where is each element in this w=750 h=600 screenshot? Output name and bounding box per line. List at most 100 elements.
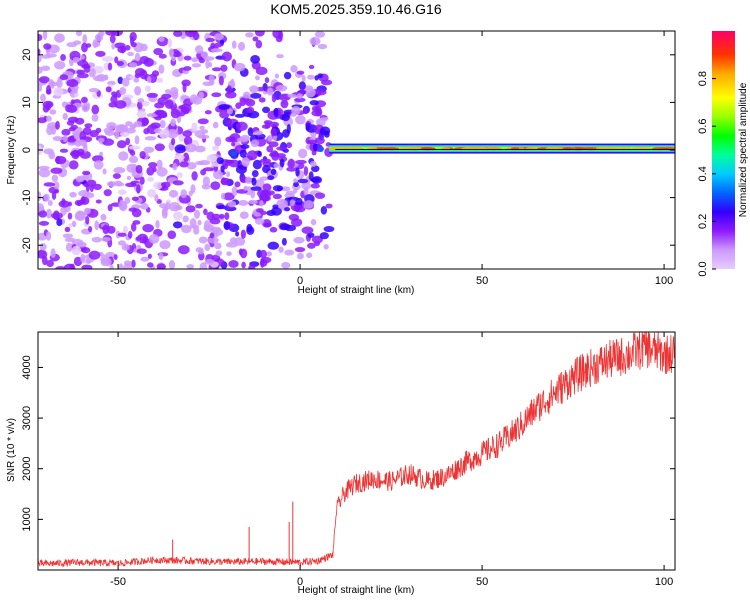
heatmap-cell [38,84,43,92]
heatmap-cell [95,199,102,204]
heatmap-cell [210,48,223,53]
heatmap-cell [313,240,321,247]
heatmap-cell [231,141,236,147]
heatmap-cell [38,117,48,124]
heatmap-cell [230,78,235,88]
heatmap-y-tick-label: -20 [21,237,33,253]
heatmap-cell [246,223,253,233]
heatmap-cell [143,146,155,153]
heatmap-cell [147,262,154,268]
heatmap-cell [146,75,152,84]
heatmap-cell [116,60,124,66]
heatmap-cell [284,207,291,212]
heatmap-cell [267,175,275,181]
heatmap-cell [227,200,237,208]
heatmap-cell [167,38,173,48]
heatmap-cell [256,208,264,213]
heatmap-cell [284,249,295,256]
heatmap-x-tick-label: 0 [297,275,303,287]
heatmap-cell [264,121,270,129]
heatmap-cell [250,189,256,199]
heatmap-cell [139,151,146,159]
heatmap-cell [310,219,317,226]
heatmap-cell [137,98,145,103]
heatmap-cell [180,189,188,199]
heatmap-cell [39,243,47,251]
heatmap-cell [323,225,335,233]
heatmap-cell [204,258,215,266]
heatmap-cell [309,36,321,46]
heatmap-cell [314,89,327,96]
heatmap-cell [147,188,157,198]
heatmap-cell [71,87,79,94]
heatmap-panel: -50 0 50 100 -20 -10 0 10 20 Height of straight… [6,30,676,296]
heatmap-cell [67,116,79,123]
heatmap-cell [81,42,88,53]
heatmap-cell [191,171,198,181]
heatmap-cell [111,42,116,50]
heatmap-cell [59,74,69,81]
heatmap-cell [216,205,228,210]
heatmap-x-tick-label: 100 [655,275,673,287]
heatmap-cell [125,121,133,127]
heatmap-cell [105,86,112,93]
heatmap-cell [264,77,270,84]
heatmap-cell [250,54,261,64]
heatmap-cell [142,224,154,233]
heatmap-cell [110,95,118,104]
heatmap-cell [234,113,245,118]
heatmap-cell [308,64,315,70]
heatmap-cell [282,129,290,138]
heatmap-cell [280,99,289,109]
heatmap-cell [242,91,251,99]
heatmap-cell [179,161,189,168]
heatmap-cell [64,226,71,233]
heatmap-cell [56,218,63,227]
heatmap-cell [111,31,123,37]
heatmap-cell [112,173,122,179]
heatmap-cell [131,196,139,201]
heatmap-cell [212,145,219,151]
heatmap-cell [226,85,233,95]
heatmap-cell [201,129,209,134]
heatmap-cell [259,158,272,164]
heatmap-cell [122,225,128,235]
heatmap-cell [107,204,113,212]
heatmap-cell [262,183,272,192]
heatmap-cell [54,266,66,269]
heatmap-cell [147,253,152,259]
heatmap-cell [127,51,134,57]
heatmap-cell [136,184,141,194]
heatmap-cell [115,124,127,133]
snr-frame [37,331,676,571]
snr-x-tick-label: -50 [110,576,126,588]
heatmap-cell [210,181,221,190]
heatmap-cell [218,213,225,219]
heatmap-cell [268,141,279,148]
heatmap-cell [305,87,316,98]
heatmap-cell [190,184,196,194]
heatmap-cell [259,249,268,259]
heatmap-cell [170,118,177,127]
heatmap-cell [164,99,174,109]
heatmap-cell [114,100,127,109]
heatmap-cell [38,76,50,84]
heatmap-cell [185,205,196,213]
heatmap-cell [286,166,297,172]
heatmap-cell [231,40,237,49]
heatmap-cell [70,124,79,130]
heatmap-cell [251,177,257,186]
heatmap-cell [144,136,157,141]
heatmap-cell [154,143,165,152]
heatmap-cell [155,219,160,229]
heatmap-cell [109,34,116,44]
heatmap-cell [296,93,303,99]
colorbar-label: Normalized spectral amplitude [738,82,749,217]
heatmap-cell [253,130,263,136]
heatmap-cell [135,164,143,174]
heatmap-cell [266,251,272,257]
heatmap-cell [289,199,295,207]
heatmap-cell [276,54,284,59]
heatmap-cell [62,112,68,121]
heatmap-cell [309,161,317,168]
